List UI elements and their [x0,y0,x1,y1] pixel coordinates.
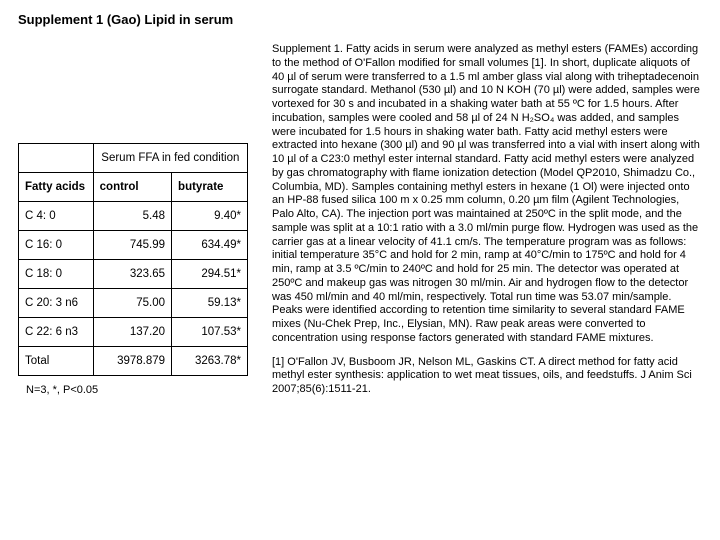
cell-control: 5.48 [93,202,171,231]
methods-paragraph: Supplement 1. Fatty acids in serum were … [272,43,702,346]
cell-fatty-acid: C 22: 6 n3 [19,318,94,347]
cell-butyrate: 59.13* [172,289,248,318]
table-row: Fatty acids control butyrate [19,173,248,202]
col-fatty-acids: Fatty acids [19,173,94,202]
table-row: C 18: 0323.65294.51* [19,260,248,289]
cell-butyrate: 294.51* [172,260,248,289]
col-control: control [93,173,171,202]
table-row: Total3978.8793263.78* [19,347,248,376]
left-column: Serum FFA in fed condition Fatty acids c… [18,43,248,396]
table-row: C 20: 3 n675.0059.13* [19,289,248,318]
table-row: C 22: 6 n3137.20107.53* [19,318,248,347]
cell-control: 137.20 [93,318,171,347]
col-butyrate: butyrate [172,173,248,202]
page-title: Supplement 1 (Gao) Lipid in serum [18,12,702,27]
cell-butyrate: 634.49* [172,231,248,260]
reference-paragraph: [1] O'Fallon JV, Busboom JR, Nelson ML, … [272,356,702,397]
cell-fatty-acid: C 18: 0 [19,260,94,289]
cell-fatty-acid: Total [19,347,94,376]
cell-control: 323.65 [93,260,171,289]
cell-fatty-acid: C 20: 3 n6 [19,289,94,318]
table-footnote: N=3, *, P<0.05 [18,384,248,396]
table-row: C 16: 0745.99634.49* [19,231,248,260]
cell-fatty-acid: C 16: 0 [19,231,94,260]
blank-header [19,144,94,173]
table-row: C 4: 05.489.40* [19,202,248,231]
cell-control: 745.99 [93,231,171,260]
ffa-table: Serum FFA in fed condition Fatty acids c… [18,143,248,376]
content-wrap: Serum FFA in fed condition Fatty acids c… [18,43,702,407]
cell-butyrate: 9.40* [172,202,248,231]
table-row: Serum FFA in fed condition [19,144,248,173]
cell-butyrate: 107.53* [172,318,248,347]
cell-butyrate: 3263.78* [172,347,248,376]
cell-control: 75.00 [93,289,171,318]
cell-control: 3978.879 [93,347,171,376]
right-column: Supplement 1. Fatty acids in serum were … [272,43,702,407]
serum-ffa-header: Serum FFA in fed condition [93,144,247,173]
cell-fatty-acid: C 4: 0 [19,202,94,231]
